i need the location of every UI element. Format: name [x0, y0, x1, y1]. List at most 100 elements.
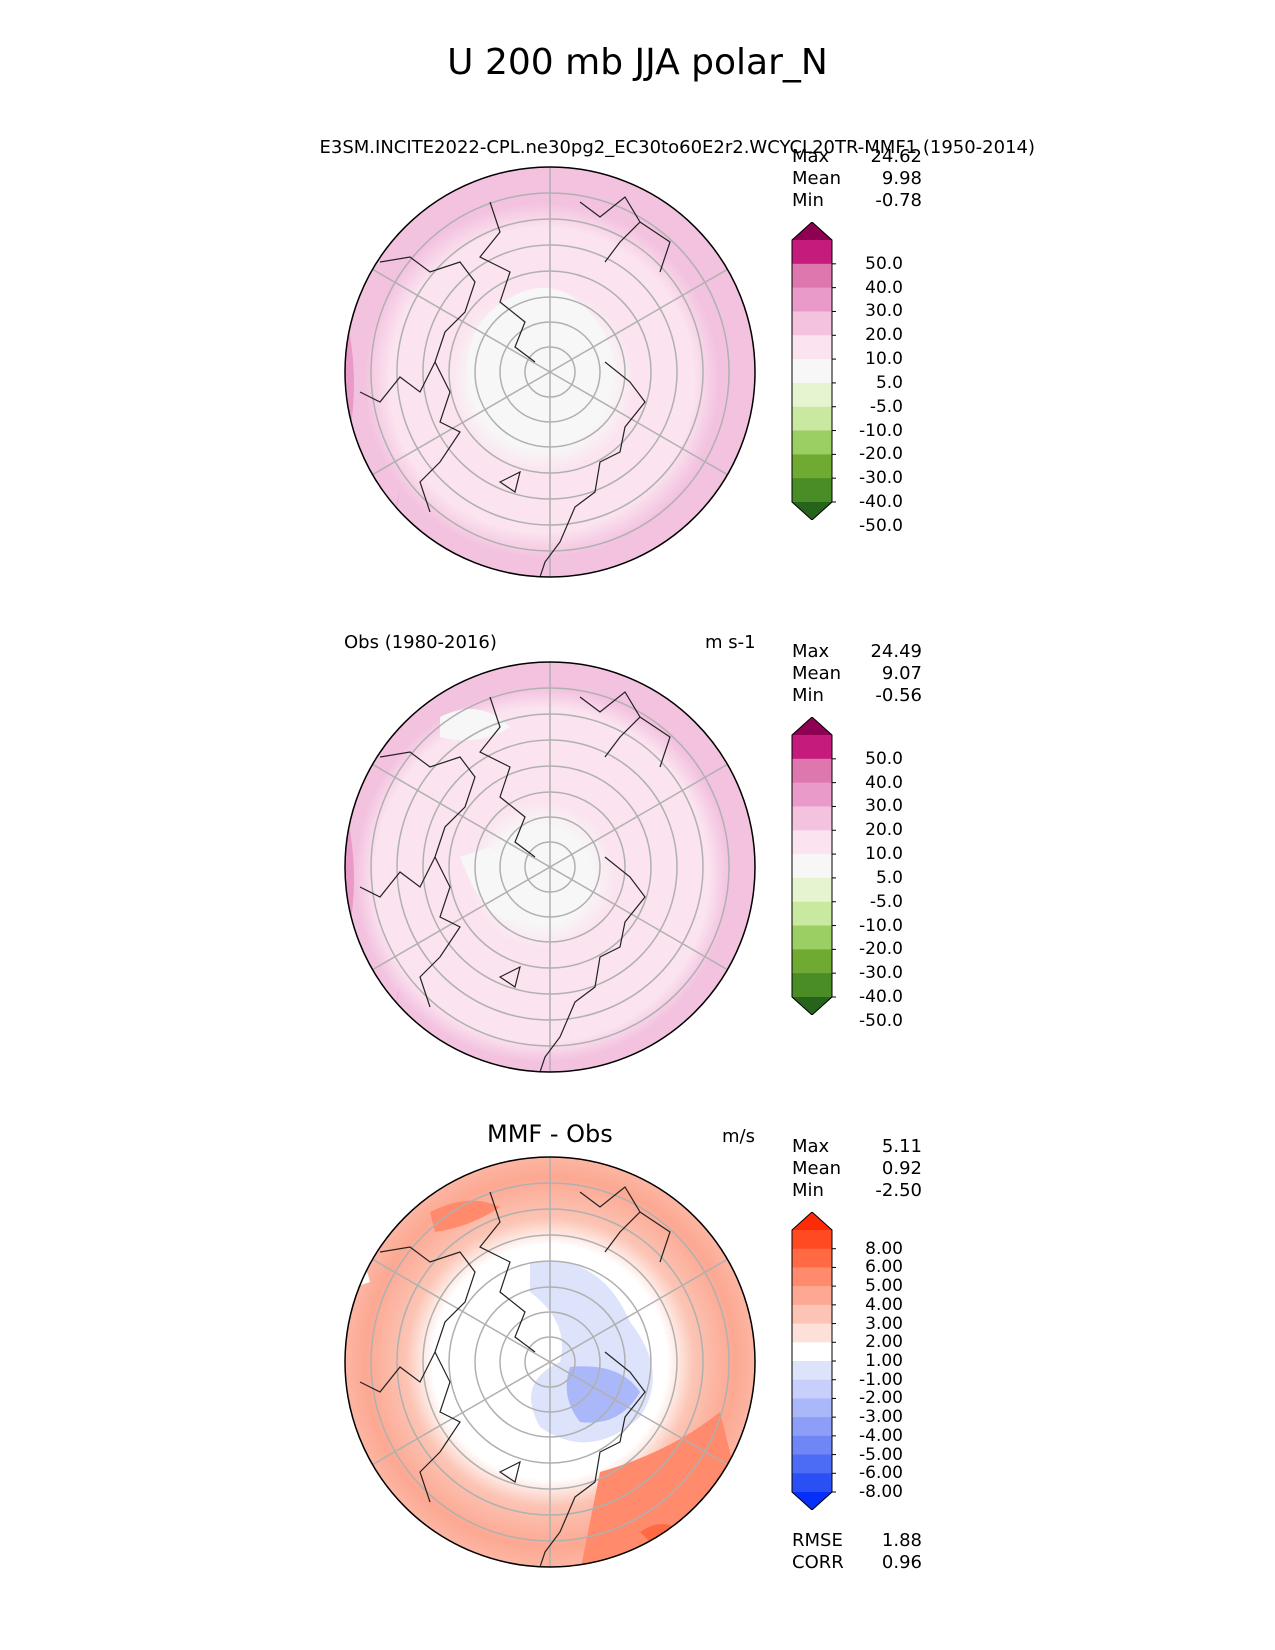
colorbar-tick-label: 40.0: [865, 277, 903, 298]
colorbar-extend-top: [792, 222, 832, 240]
panel2-stats: Max 24.49 Mean 9.07 Min -0.56: [792, 641, 922, 707]
coastlines: [359, 691, 671, 1072]
colorbar-segment: [792, 1304, 832, 1325]
colorbar-segment: [792, 1267, 832, 1287]
colorbar-tick-label: 30.0: [865, 301, 903, 322]
colorbar-segment: [792, 1286, 832, 1306]
stat-label: Max: [792, 641, 830, 662]
figure-title: U 200 mb JJA polar_N: [447, 42, 828, 83]
panel3-polar-map: [344, 1156, 756, 1568]
panel1-polar-map: [344, 166, 756, 578]
colorbar-tick-label: -20.0: [859, 939, 903, 960]
panel3-colorbar: [791, 1212, 836, 1510]
stat-label: CORR: [792, 1552, 844, 1573]
stat-label: RMSE: [792, 1530, 843, 1551]
colorbar-extend-top: [792, 1212, 832, 1230]
panel3-colorbar-labels: 8.00 6.00 5.00 4.00 3.00 2.00 1.00 -1.00 -2.00 -3…: [843, 1212, 903, 1510]
stat-value: 1.88: [881, 1530, 922, 1551]
colorbar-tick-label: -1.00: [859, 1369, 903, 1390]
colorbar-tick-label: 50.0: [865, 253, 903, 274]
colorbar-tick-label: 3.00: [865, 1313, 903, 1334]
stat-label: Min: [792, 190, 824, 211]
colorbar-segment: [792, 1435, 832, 1456]
colorbar-tick-label: 50.0: [865, 748, 903, 769]
colorbar-tick-label: -50.0: [859, 515, 903, 536]
colorbar-tick-label: -10.0: [859, 420, 903, 441]
stat-label: Min: [792, 685, 824, 706]
colorbar-tick-label: -40.0: [859, 987, 903, 1007]
colorbar-tick-label: -5.0: [869, 891, 903, 912]
colorbar-segment: [792, 1248, 832, 1268]
coastlines: [359, 196, 671, 577]
colorbar-segment: [792, 478, 832, 503]
calm-core-area: [467, 287, 615, 437]
negative-anomaly-area: [566, 1366, 640, 1423]
panel3-stats: Max 5.11 Mean 0.92 Min -2.50: [792, 1136, 922, 1202]
colorbar-segment: [792, 240, 832, 265]
colorbar-extend-bottom: [792, 502, 832, 520]
positive-anomaly-area: [430, 1200, 500, 1232]
panel1-colorbar: [791, 222, 836, 520]
colorbar-tick-label: 10.0: [865, 349, 903, 370]
colorbar-tick-label: 5.0: [875, 372, 903, 393]
colorbar-tick-label: 6.00: [865, 1257, 903, 1278]
colorbar-segment: [792, 877, 832, 903]
jet-core-area: [345, 312, 354, 432]
panel2-colorbar-labels: 50.0 40.0 30.0 20.0 10.0 5.0 -5.0 -10.0 -20.0 -30…: [843, 717, 903, 1031]
colorbar-tick-label: 5.0: [875, 867, 903, 888]
colorbar-tick-label: -5.0: [869, 396, 903, 417]
map-boundary: [344, 1156, 756, 1568]
colorbar-extend-top: [792, 717, 832, 735]
colorbar-tick-label: -3.00: [859, 1407, 903, 1428]
colorbar-segment: [792, 901, 832, 927]
colorbar-segment: [792, 430, 832, 455]
colorbar-segment: [792, 382, 832, 408]
panel2-polar-map: [344, 661, 756, 1073]
stat-label: Min: [792, 1180, 824, 1201]
calm-core-area: [440, 709, 510, 741]
colorbar-segment: [792, 1342, 832, 1362]
panel1-colorbar-labels: 50.0 40.0 30.0 20.0 10.0 5.0 -5.0 -10.0 -20.0 -30…: [843, 222, 903, 536]
stat-value: 24.62: [870, 146, 922, 167]
stat-value: 5.11: [881, 1136, 922, 1157]
colorbar-segment: [792, 359, 832, 384]
colorbar-tick-label: 30.0: [865, 796, 903, 817]
coastlines: [359, 1186, 671, 1567]
colorbar-segment: [792, 1230, 832, 1250]
stat-value: 9.07: [881, 663, 922, 684]
colorbar-segment: [792, 1417, 832, 1437]
colorbar-segment: [792, 1361, 832, 1381]
jet-core-area: [345, 807, 354, 927]
map-boundary: [344, 661, 756, 1073]
stat-value: 0.92: [881, 1158, 922, 1179]
panel3-center-title: MMF - Obs: [487, 1120, 613, 1148]
colorbar-tick-label: -8.00: [859, 1482, 903, 1502]
colorbar-tick-label: -4.00: [859, 1425, 903, 1446]
colorbar-segment: [792, 806, 832, 831]
colorbar-tick-label: 20.0: [865, 820, 903, 841]
colorbar-segment: [792, 1323, 832, 1343]
colorbar-tick-label: -2.00: [859, 1388, 903, 1409]
colorbar-tick-label: -30.0: [859, 468, 903, 489]
stat-label: Mean: [792, 168, 842, 189]
colorbar-segment: [792, 854, 832, 879]
colorbar-tick-label: -5.00: [859, 1444, 903, 1465]
colorbar-segment: [792, 782, 832, 807]
stat-value: 9.98: [881, 168, 922, 189]
colorbar-tick-label: -50.0: [859, 1010, 903, 1031]
colorbar-segment: [792, 263, 832, 289]
colorbar-extend-bottom: [792, 997, 832, 1015]
stat-value: -2.50: [875, 1180, 922, 1201]
graticule: [370, 1157, 730, 1567]
stat-label: Mean: [792, 1158, 842, 1179]
colorbar-segment: [792, 454, 832, 479]
colorbar-segment: [792, 1398, 832, 1418]
colorbar-tick-label: -20.0: [859, 444, 903, 465]
colorbar-segment: [792, 1454, 832, 1474]
colorbar-tick-label: 8.00: [865, 1238, 903, 1259]
colorbar-tick-label: 2.00: [865, 1332, 903, 1353]
colorbar-tick-label: 1.00: [865, 1351, 903, 1371]
colorbar-tick-label: 5.00: [865, 1276, 903, 1297]
stat-label: Mean: [792, 663, 842, 684]
colorbar-tick-label: 4.00: [865, 1294, 903, 1315]
